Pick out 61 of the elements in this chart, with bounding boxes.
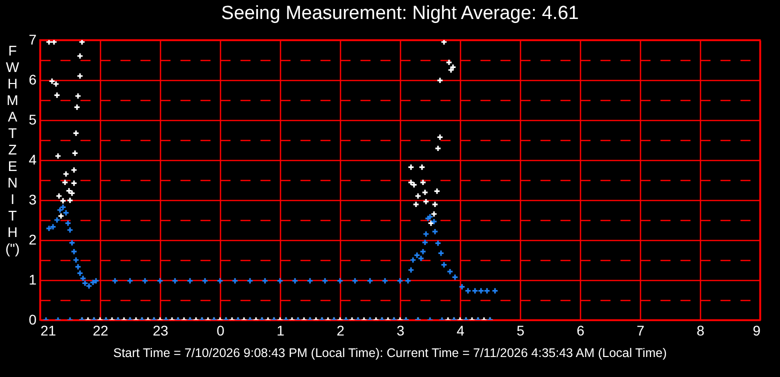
point xyxy=(70,166,78,174)
text: Start Time = 7/10/2026 9:08:43 PM (Local Time): Current Time = 7/11/2026 4:35:43 AM (Local Time) xyxy=(112,346,668,360)
point xyxy=(434,188,440,195)
y-tick-label: 7 xyxy=(28,32,37,48)
point xyxy=(408,178,414,186)
x-tick-label: 6 xyxy=(576,322,585,338)
point xyxy=(54,152,62,160)
text: FWHM AT ZENITH (") xyxy=(5,42,20,256)
point xyxy=(48,78,56,85)
x-tick-label: 9 xyxy=(752,322,761,338)
point xyxy=(68,190,76,197)
point xyxy=(436,76,444,84)
x-tick-label: 2 xyxy=(336,322,345,338)
point xyxy=(448,66,454,74)
point xyxy=(62,170,70,178)
point xyxy=(414,192,422,200)
x-tick-label: 1 xyxy=(276,322,285,338)
point xyxy=(72,130,80,137)
point xyxy=(436,134,444,141)
y-tick-label: 5 xyxy=(28,112,37,128)
chart-title: Seeing Measurement: Night Average: 4.61 xyxy=(221,3,579,24)
point xyxy=(52,80,60,88)
point xyxy=(66,196,74,204)
y-tick-label: 1 xyxy=(28,272,37,288)
point xyxy=(420,178,426,186)
point xyxy=(78,40,86,46)
point xyxy=(440,40,448,46)
point xyxy=(62,178,68,186)
point xyxy=(76,52,84,60)
point xyxy=(72,150,78,157)
point xyxy=(70,180,78,187)
point xyxy=(410,181,418,188)
point xyxy=(58,212,64,220)
point xyxy=(408,164,414,171)
point xyxy=(74,104,80,111)
point xyxy=(428,220,434,227)
y-tick-label: 3 xyxy=(28,192,37,208)
x-tick-label: 0 xyxy=(216,322,225,338)
y-tick-label: 6 xyxy=(28,72,37,88)
x-tick-label: 5 xyxy=(516,322,525,338)
point xyxy=(434,144,442,152)
x-tick-label: 7 xyxy=(636,322,645,338)
point xyxy=(76,72,84,80)
x-tick-label: 8 xyxy=(696,322,705,338)
x-tick-label: 4 xyxy=(456,322,465,338)
x-tick-label: 22 xyxy=(92,322,108,338)
y-tick-label: 4 xyxy=(28,152,37,168)
x-tick-label: 3 xyxy=(396,322,405,338)
x-tick-label: 23 xyxy=(152,322,168,338)
point xyxy=(418,164,426,171)
point xyxy=(430,210,438,218)
point xyxy=(54,92,60,99)
point xyxy=(432,200,438,208)
x-tick-label: 21 xyxy=(40,322,56,338)
y-tick-label: 2 xyxy=(28,232,37,248)
point xyxy=(66,187,72,194)
point xyxy=(422,198,430,206)
point xyxy=(412,200,420,208)
y-tick-label: 0 xyxy=(28,312,37,328)
point xyxy=(422,188,428,196)
point xyxy=(74,92,82,100)
